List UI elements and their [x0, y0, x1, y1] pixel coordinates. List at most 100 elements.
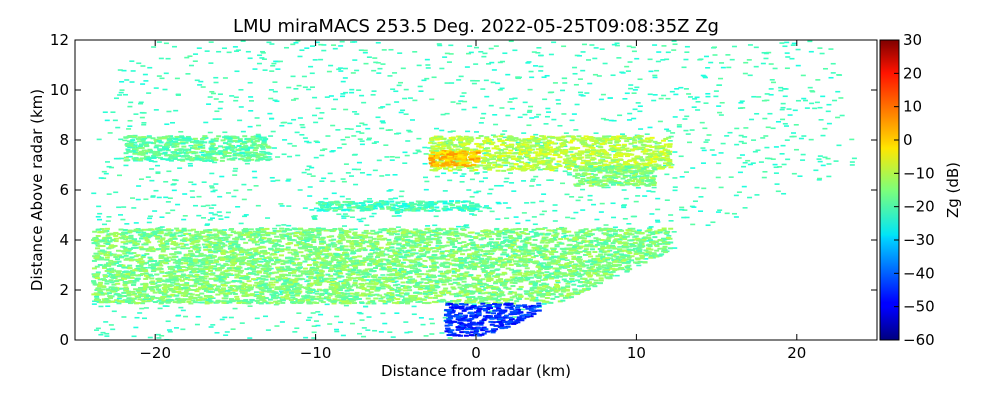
- echo-cell: [355, 294, 361, 297]
- echo-cell: [225, 258, 231, 261]
- noise-cell: [115, 126, 121, 129]
- echo-cell: [217, 230, 223, 233]
- echo-cell: [158, 301, 164, 304]
- noise-cell: [217, 107, 223, 110]
- echo-cell: [488, 296, 494, 299]
- echo-cell: [314, 282, 320, 285]
- echo-cell: [543, 236, 549, 239]
- noise-cell: [134, 316, 140, 319]
- noise-cell: [538, 65, 544, 68]
- noise-cell: [265, 217, 271, 219]
- noise-cell: [698, 210, 704, 212]
- echo-cell: [465, 296, 471, 299]
- noise-cell: [768, 93, 774, 96]
- echo-cell: [397, 253, 403, 256]
- noise-cell: [278, 290, 284, 292]
- noise-cell: [471, 214, 477, 216]
- echo-cell: [582, 278, 588, 281]
- echo-cell: [192, 267, 198, 270]
- noise-cell: [505, 114, 511, 117]
- echo-cell: [141, 300, 147, 303]
- echo-cell: [215, 293, 221, 296]
- noise-cell: [736, 157, 742, 159]
- noise-cell: [676, 124, 682, 126]
- echo-cell: [181, 269, 187, 272]
- echo-cell: [340, 302, 346, 305]
- noise-cell: [711, 46, 717, 49]
- noise-cell: [817, 155, 823, 157]
- noise-cell: [536, 184, 542, 186]
- noise-cell: [661, 45, 667, 47]
- noise-cell: [835, 90, 841, 93]
- echo-cell: [531, 228, 537, 231]
- noise-cell: [238, 88, 244, 91]
- echo-cell: [237, 280, 243, 283]
- noise-cell: [319, 149, 325, 152]
- noise-cell: [254, 294, 260, 296]
- echo-cell: [314, 253, 320, 256]
- echo-cell: [476, 274, 482, 277]
- echo-cell: [654, 232, 660, 235]
- noise-cell: [218, 101, 224, 103]
- echo-cell: [432, 296, 438, 299]
- echo-cell: [508, 258, 514, 261]
- noise-cell: [644, 133, 650, 135]
- noise-cell: [244, 162, 250, 165]
- echo-cell: [367, 253, 373, 256]
- echo-cell: [599, 228, 605, 231]
- echo-cell: [561, 229, 567, 232]
- noise-cell: [522, 101, 528, 104]
- noise-cell: [627, 61, 633, 63]
- echo-cell: [149, 246, 155, 249]
- echo-cell: [225, 236, 231, 239]
- echo-cell: [475, 283, 481, 286]
- noise-cell: [313, 156, 319, 159]
- echo-cell: [281, 273, 287, 276]
- noise-cell: [281, 224, 287, 226]
- echo-cell: [338, 263, 344, 266]
- noise-cell: [137, 312, 143, 314]
- noise-cell: [587, 199, 593, 201]
- echo-cell: [152, 301, 158, 304]
- echo-cell: [516, 264, 522, 267]
- noise-cell: [422, 146, 428, 149]
- noise-cell: [711, 154, 717, 156]
- noise-cell: [436, 43, 442, 45]
- echo-cell: [361, 279, 367, 282]
- echo-cell: [160, 250, 166, 253]
- noise-cell: [330, 242, 336, 244]
- echo-cell: [295, 275, 301, 278]
- noise-cell: [762, 170, 768, 173]
- echo-cell: [612, 233, 618, 236]
- echo-cell: [638, 245, 644, 248]
- noise-cell: [425, 67, 431, 69]
- noise-cell: [507, 101, 513, 103]
- noise-cell: [282, 139, 288, 141]
- noise-cell: [102, 111, 108, 114]
- echo-cell: [576, 291, 582, 294]
- echo-cell: [104, 282, 110, 285]
- noise-cell: [113, 97, 119, 100]
- noise-cell: [587, 82, 593, 85]
- echo-cell: [341, 257, 347, 260]
- noise-cell: [458, 257, 464, 259]
- echo-cell: [375, 256, 381, 259]
- echo-cell: [179, 292, 185, 295]
- echo-cell: [341, 292, 347, 295]
- echo-cell: [470, 296, 476, 299]
- echo-cell: [195, 260, 201, 263]
- echo-cell: [285, 265, 291, 268]
- noise-cell: [116, 206, 122, 209]
- echo-cell: [389, 243, 395, 246]
- noise-cell: [617, 114, 623, 117]
- echo-cell: [173, 232, 179, 235]
- noise-cell: [234, 70, 240, 73]
- noise-cell: [183, 152, 189, 155]
- echo-cell: [474, 244, 480, 247]
- echo-cell: [487, 272, 493, 275]
- echo-cell: [221, 289, 227, 292]
- echo-cell: [261, 230, 267, 233]
- noise-cell: [482, 177, 488, 179]
- noise-cell: [478, 50, 484, 53]
- noise-cell: [521, 212, 527, 214]
